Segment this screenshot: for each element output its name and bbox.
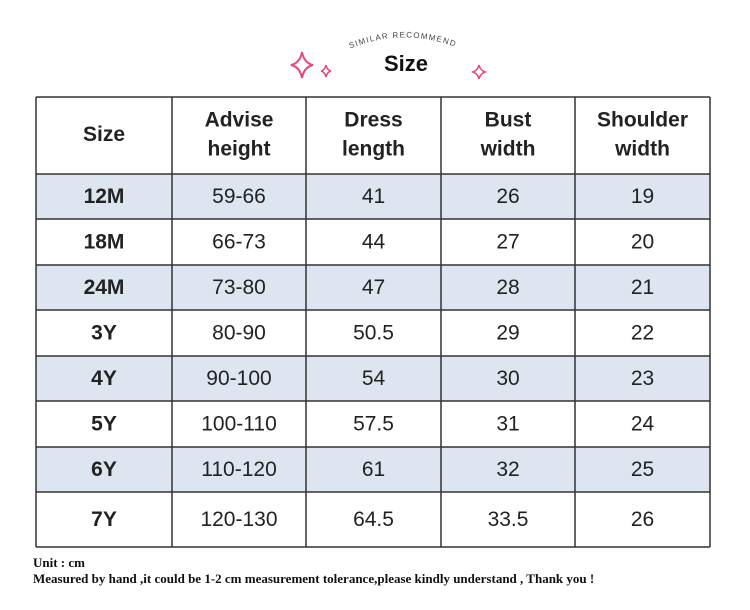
size-label: 12M	[84, 185, 125, 208]
cell-value: 20	[631, 231, 654, 254]
sparkle	[320, 64, 332, 78]
unit-note: Unit : cm	[33, 555, 85, 570]
sparkle	[290, 51, 314, 79]
cell-value: 61	[362, 458, 385, 481]
tagline: SIMILAR RECOMMEND	[348, 30, 458, 50]
cell-value: 30	[496, 367, 519, 390]
cell-value: 23	[631, 367, 654, 390]
row-shade	[36, 265, 710, 310]
cell-value: 50.5	[353, 322, 394, 345]
cell-value: 47	[362, 276, 385, 299]
tolerance-note: Measured by hand ,it could be 1-2 cm mea…	[33, 571, 594, 586]
size-label: 18M	[84, 231, 125, 254]
row-shade	[36, 447, 710, 492]
column-header: length	[342, 138, 405, 161]
cell-value: 44	[362, 231, 386, 254]
size-label: 3Y	[91, 322, 117, 345]
column-header: Advise	[205, 109, 274, 132]
cell-value: 57.5	[353, 413, 394, 436]
cell-value: 41	[362, 185, 385, 208]
cell-value: 100-110	[201, 413, 277, 436]
column-header: width	[480, 138, 536, 161]
cell-value: 59-66	[212, 185, 266, 208]
column-header: Shoulder	[597, 109, 688, 132]
cell-value: 28	[496, 276, 519, 299]
size-label: 24M	[84, 276, 125, 299]
row-shade	[36, 356, 710, 401]
cell-value: 22	[631, 322, 654, 345]
cell-value: 26	[631, 508, 654, 531]
cell-value: 24	[631, 413, 655, 436]
column-header: Bust	[485, 109, 532, 132]
cell-value: 90-100	[206, 367, 271, 390]
cell-value: 26	[496, 185, 519, 208]
size-label: 5Y	[91, 413, 117, 436]
title: Size	[384, 51, 428, 76]
cell-value: 21	[631, 276, 654, 299]
cell-value: 29	[496, 322, 519, 345]
cell-value: 66-73	[212, 231, 266, 254]
size-label: 4Y	[91, 367, 117, 390]
cell-value: 32	[496, 458, 519, 481]
column-header: height	[208, 138, 271, 161]
cell-value: 120-130	[200, 508, 277, 531]
size-table: Size Advise height Dress length Bust width Shou…	[35, 96, 711, 548]
cell-value: 110-120	[201, 458, 277, 481]
cell-value: 73-80	[212, 276, 266, 299]
cell-value: 80-90	[212, 322, 266, 345]
size-label: 7Y	[91, 508, 117, 531]
cell-value: 33.5	[488, 508, 529, 531]
cell-value: 31	[496, 413, 519, 436]
cell-value: 19	[631, 185, 654, 208]
sparkle	[470, 64, 488, 80]
column-header: width	[614, 138, 670, 161]
column-header: Dress	[344, 109, 402, 132]
cell-value: 25	[631, 458, 654, 481]
column-header: Size	[83, 123, 125, 146]
cell-value: 54	[362, 367, 386, 390]
row-shade	[36, 174, 710, 219]
cell-value: 64.5	[353, 508, 394, 531]
tagline-text: SIMILAR RECOMMEND	[348, 30, 457, 50]
size-label: 6Y	[91, 458, 117, 481]
cell-value: 27	[496, 231, 519, 254]
